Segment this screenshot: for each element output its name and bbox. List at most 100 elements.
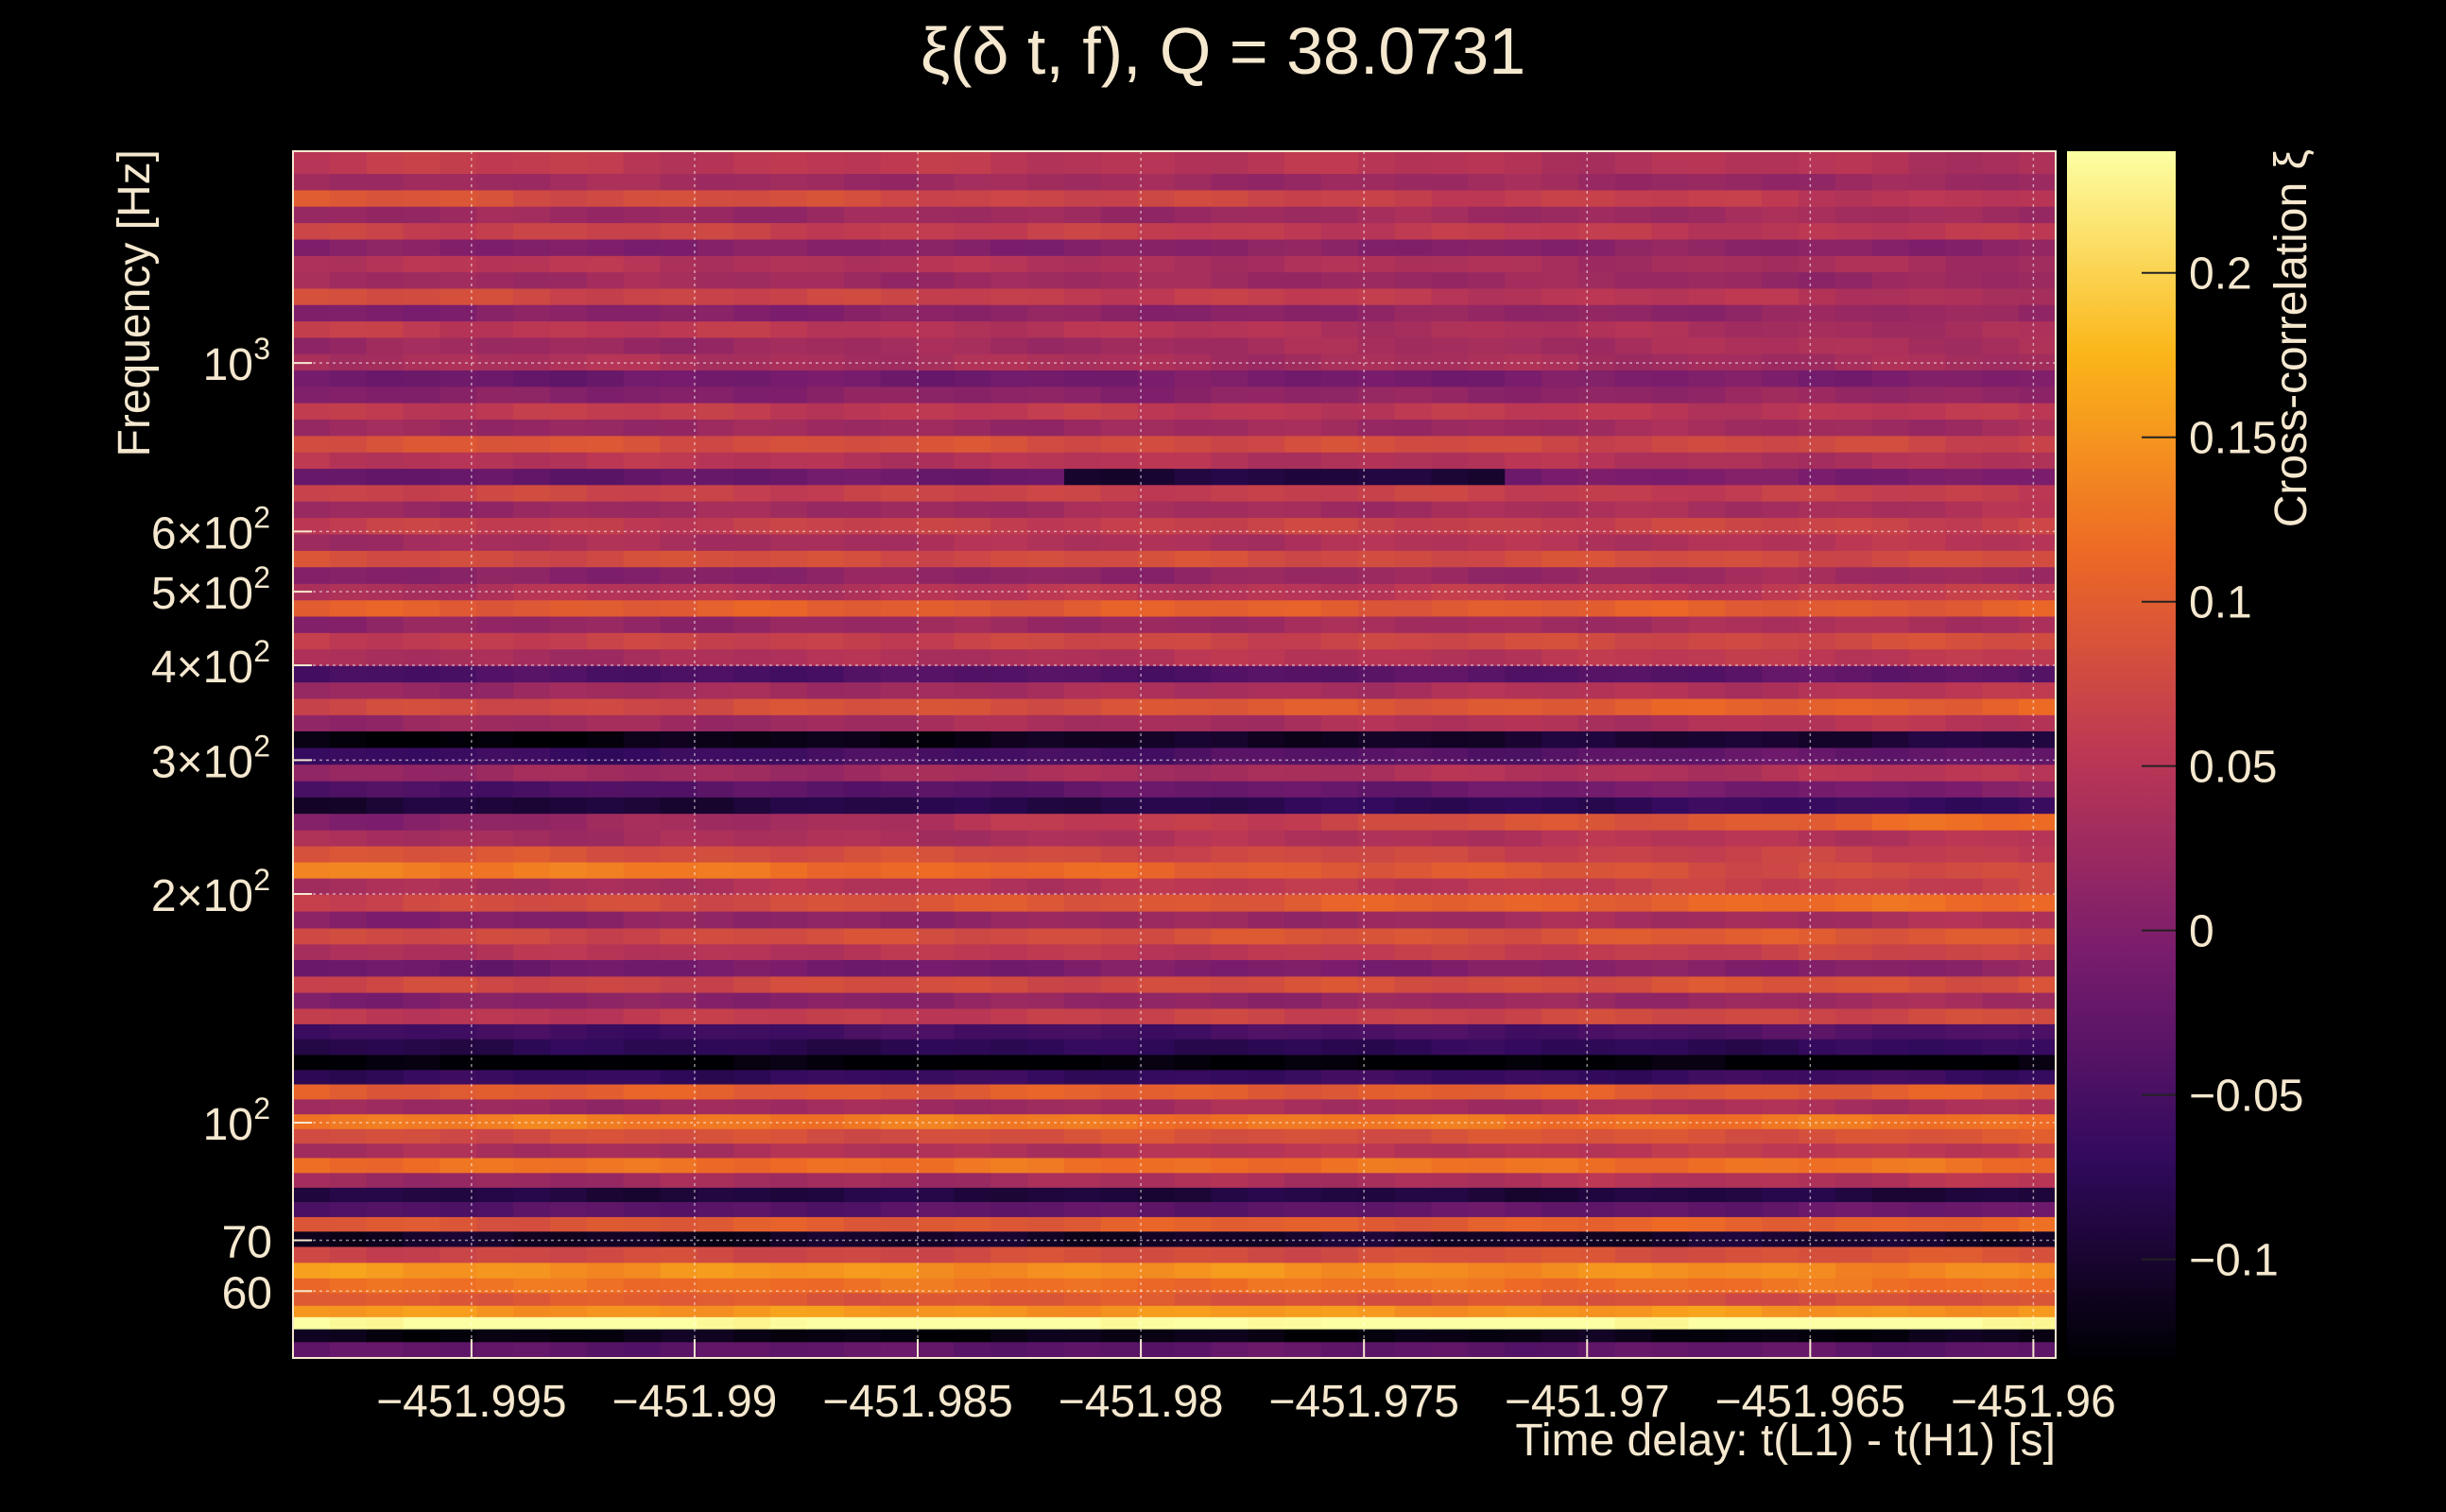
heatmap-cell: [1320, 1187, 1359, 1203]
heatmap-cell: [1725, 550, 1763, 568]
heatmap-cell: [954, 206, 991, 224]
heatmap-cell: [1211, 1157, 1249, 1174]
heatmap-cell: [990, 1262, 1028, 1279]
heatmap-cell: [476, 189, 514, 207]
heatmap-cell: [439, 1201, 477, 1217]
heatmap-cell: [1468, 484, 1506, 502]
heatmap-cell: [1357, 304, 1396, 322]
heatmap-cell: [1468, 1305, 1506, 1317]
heatmap-cell: [513, 435, 551, 453]
heatmap-cell: [954, 1157, 991, 1174]
heatmap-cell: [513, 1098, 551, 1115]
heatmap-cell: [366, 943, 405, 960]
heatmap-cell: [439, 1083, 477, 1100]
heatmap-cell: [1320, 959, 1359, 977]
heatmap-cell: [293, 435, 331, 453]
heatmap-cell: [1027, 369, 1065, 387]
heatmap-cell: [1762, 287, 1800, 305]
heatmap-cell: [1357, 566, 1396, 584]
heatmap-cell: [1100, 403, 1139, 420]
heatmap-cell: [513, 943, 551, 960]
heatmap-cell: [1284, 1023, 1322, 1040]
heatmap-cell: [1505, 894, 1542, 912]
heatmap-cell: [1762, 1216, 1800, 1232]
heatmap-cell: [1577, 1172, 1616, 1188]
heatmap-cell: [806, 1023, 845, 1040]
heatmap-cell: [990, 1098, 1028, 1115]
heatmap-cell: [1027, 632, 1065, 650]
heatmap-cell: [1431, 992, 1469, 1009]
heatmap-cell: [329, 665, 368, 683]
heatmap-cell: [366, 238, 405, 256]
heatmap-cell: [1100, 1316, 1139, 1330]
heatmap-cell: [1505, 206, 1542, 224]
heatmap-cell: [1320, 533, 1359, 551]
heatmap-cell: [1431, 501, 1469, 519]
heatmap-cell: [513, 1230, 551, 1247]
heatmap-cell: [1577, 566, 1616, 584]
heatmap-cell: [1834, 1023, 1873, 1040]
heatmap-cell: [293, 910, 331, 929]
heatmap-cell: [1284, 336, 1322, 354]
heatmap-cell: [770, 238, 808, 256]
heatmap-cell: [1468, 1023, 1506, 1040]
heatmap-cell: [806, 1172, 845, 1188]
heatmap-cell: [660, 1172, 698, 1188]
heatmap-cell: [2019, 1172, 2057, 1188]
heatmap-cell: [366, 353, 405, 371]
heatmap-cell: [1468, 517, 1506, 535]
heatmap-cell: [1505, 173, 1542, 191]
heatmap-cell: [1248, 1230, 1285, 1247]
heatmap-cell: [1651, 304, 1690, 322]
heatmap-cell: [1651, 975, 1690, 993]
heatmap-cell: [733, 862, 771, 879]
heatmap-cell: [2019, 238, 2057, 256]
heatmap-cell: [1027, 1216, 1065, 1232]
heatmap-cell: [954, 1278, 991, 1294]
heatmap-cell: [1725, 878, 1763, 895]
heatmap-cell: [1908, 435, 1947, 453]
heatmap-cell: [1614, 1128, 1653, 1144]
heatmap-cell: [403, 238, 441, 256]
heatmap-cell: [549, 910, 588, 929]
heatmap-cell: [2019, 764, 2057, 782]
heatmap-cell: [806, 992, 845, 1009]
heatmap-cell: [917, 797, 955, 815]
heatmap-cell: [1799, 173, 1836, 191]
heatmap-cell: [880, 1157, 919, 1174]
heatmap-cell: [329, 386, 368, 404]
heatmap-cell: [549, 255, 588, 273]
heatmap-cell: [1027, 747, 1065, 765]
x-tick-label: −451.96: [1951, 1377, 2116, 1427]
heatmap-cell: [1284, 566, 1322, 584]
heatmap-cell: [1100, 386, 1139, 404]
heatmap-cell: [1505, 1262, 1542, 1279]
heatmap-cell: [549, 287, 588, 305]
heatmap-cell: [697, 1172, 734, 1188]
heatmap-cell: [917, 1316, 955, 1330]
heatmap-cell: [1284, 1113, 1322, 1129]
heatmap-cell: [1211, 1262, 1249, 1279]
heatmap-cell: [366, 1098, 405, 1115]
heatmap-cell: [1688, 353, 1726, 371]
heatmap-cell: [1211, 566, 1249, 584]
heatmap-cell: [1577, 615, 1616, 633]
heatmap-cell: [1137, 173, 1176, 191]
heatmap-cell: [1284, 910, 1322, 929]
heatmap-cell: [1799, 714, 1836, 731]
heatmap-cell: [954, 1039, 991, 1056]
heatmap-cell: [1394, 1292, 1433, 1306]
heatmap-cell: [954, 1172, 991, 1188]
heatmap-cell: [1577, 813, 1616, 831]
heatmap-cell: [1871, 1230, 1910, 1247]
heatmap-cell: [513, 173, 551, 191]
heatmap-cell: [1908, 304, 1947, 322]
heatmap-cell: [439, 1113, 477, 1129]
heatmap-cell: [1651, 813, 1690, 831]
heatmap-cell: [1871, 1157, 1910, 1174]
heatmap-cell: [1211, 353, 1249, 371]
heatmap-cell: [1908, 781, 1947, 798]
heatmap-cell: [917, 304, 955, 322]
heatmap-cell: [1577, 353, 1616, 371]
heatmap-cell: [1027, 1039, 1065, 1056]
